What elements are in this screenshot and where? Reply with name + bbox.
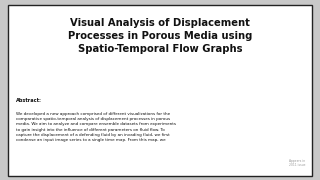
Text: Abstract:: Abstract: <box>16 98 42 103</box>
FancyBboxPatch shape <box>8 4 312 176</box>
Text: Visual Analysis of Displacement
Processes in Porous Media using
Spatio-Temporal : Visual Analysis of Displacement Processe… <box>68 18 252 54</box>
Text: We developed a new approach comprised of different visualizations for the
compar: We developed a new approach comprised of… <box>16 112 176 142</box>
Text: Appears in
2011 issue: Appears in 2011 issue <box>289 159 306 167</box>
